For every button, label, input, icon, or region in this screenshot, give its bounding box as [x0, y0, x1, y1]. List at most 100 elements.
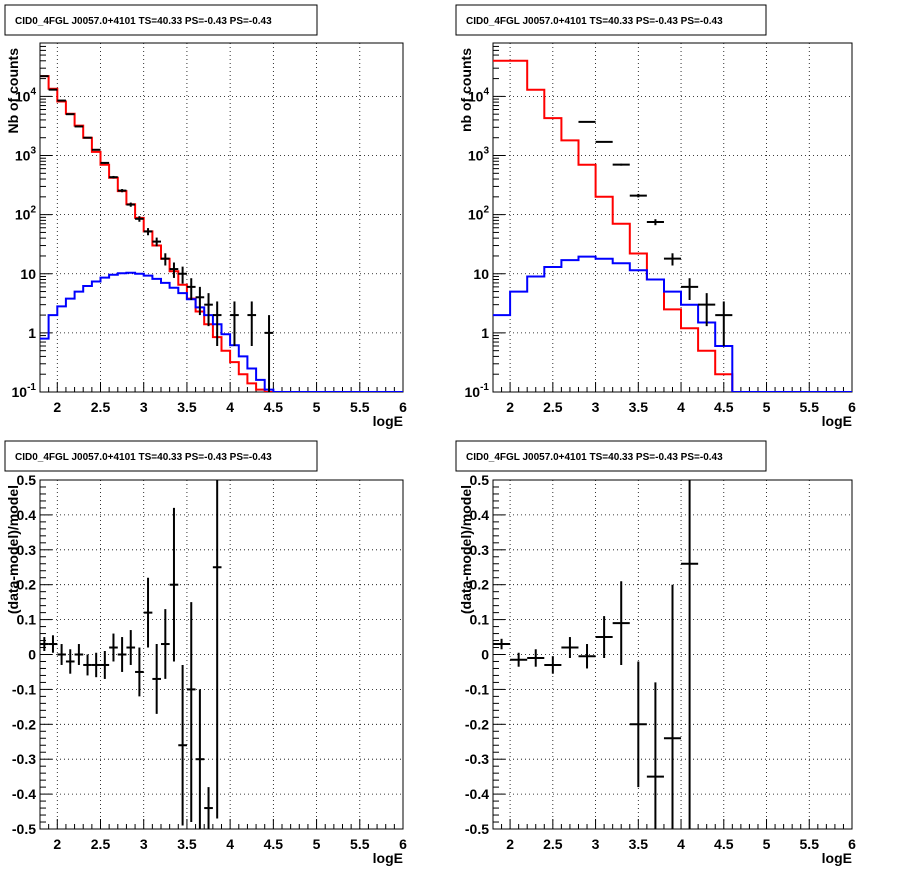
- data-point: [65, 113, 75, 116]
- y-tick-label: 10: [20, 266, 36, 282]
- data-point: [186, 602, 196, 823]
- y-axis-title: (data-model)/model: [458, 485, 474, 614]
- y-tick-label: 104: [15, 86, 37, 104]
- y-tick-label: 0.2: [470, 577, 490, 593]
- x-tick-label: 4.5: [714, 399, 734, 415]
- x-tick-label: 4.5: [264, 836, 284, 852]
- x-tick-label: 4: [677, 836, 685, 852]
- y-tick-label: 0.4: [470, 507, 490, 523]
- y-tick-label: 0.3: [470, 542, 490, 558]
- data-point: [230, 301, 239, 346]
- x-tick-label: 4: [226, 836, 234, 852]
- data-point: [595, 140, 613, 143]
- x-tick-label: 4: [226, 399, 234, 415]
- data-point: [152, 644, 161, 714]
- data-point: [100, 651, 110, 679]
- x-tick-label: 3: [592, 399, 600, 415]
- data-point: [663, 584, 682, 829]
- data-point: [57, 99, 66, 102]
- data-point: [117, 189, 127, 193]
- data-point: [612, 581, 630, 665]
- data-point: [40, 637, 49, 652]
- x-tick-label: 3.5: [177, 399, 197, 415]
- y-tick-label: -0.4: [12, 786, 36, 802]
- y-tick-label: -0.5: [465, 821, 489, 837]
- y-tick-label: 102: [15, 205, 37, 223]
- x-tick-label: 5: [763, 399, 771, 415]
- title-box: [4, 4, 318, 36]
- y-tick-label: 0.1: [17, 612, 37, 628]
- data-point: [681, 480, 699, 829]
- data-point: [143, 577, 153, 648]
- x-tick-label: 4: [677, 399, 685, 415]
- y-tick-label: -0.2: [12, 716, 36, 732]
- x-tick-label: 2.5: [543, 836, 563, 852]
- data-point: [152, 237, 161, 247]
- data-point: [143, 228, 153, 236]
- model-source-line: [493, 255, 852, 392]
- data-point: [195, 689, 205, 829]
- x-tick-label: 2: [53, 836, 61, 852]
- y-tick-label: 0.5: [17, 472, 37, 488]
- y-tick-label: -0.1: [465, 681, 489, 697]
- x-axis-title: logE: [822, 850, 852, 866]
- data-point: [698, 293, 716, 327]
- y-axis-title: (data-model)/model: [5, 485, 21, 614]
- model-total-line: [493, 59, 852, 392]
- x-tick-label: 4.5: [714, 836, 734, 852]
- x-tick-label: 2.5: [91, 399, 111, 415]
- x-tick-label: 2: [506, 399, 514, 415]
- data-point: [135, 647, 144, 697]
- data-point: [57, 644, 66, 665]
- y-tick-label: 104: [468, 86, 490, 104]
- data-point: [126, 202, 136, 207]
- y-tick-label: 0.5: [470, 472, 490, 488]
- x-tick-label: 5.5: [350, 399, 370, 415]
- x-tick-label: 3: [140, 399, 148, 415]
- data-point: [83, 136, 92, 139]
- x-tick-label: 5: [763, 836, 771, 852]
- data-point: [493, 638, 511, 650]
- data-point: [178, 266, 187, 284]
- y-tick-label: 10-1: [12, 382, 37, 400]
- data-point: [212, 480, 222, 819]
- y-tick-label: 10-1: [465, 382, 490, 400]
- data-point: [212, 301, 222, 346]
- data-point: [264, 315, 274, 392]
- y-tick-label: -0.1: [12, 681, 36, 697]
- data-point: [135, 216, 144, 222]
- data-point: [646, 219, 664, 226]
- data-point: [646, 682, 664, 829]
- data-point: [100, 161, 110, 164]
- data-point: [161, 253, 170, 266]
- data-point: [91, 652, 101, 678]
- data-point: [204, 787, 213, 829]
- residual-panel-left: CID0_4FGL J0057.0+4101 TS=40.33 PS=-0.43…: [4, 440, 407, 866]
- x-tick-label: 4.5: [264, 399, 284, 415]
- data-point: [169, 262, 179, 278]
- chart-title: CID0_4FGL J0057.0+4101 TS=40.33 PS=-0.43…: [15, 16, 272, 27]
- y-tick-label: -0.2: [465, 716, 489, 732]
- x-tick-label: 2.5: [543, 399, 563, 415]
- x-tick-label: 3.5: [177, 836, 197, 852]
- x-tick-label: 3: [592, 836, 600, 852]
- data-point: [247, 301, 257, 346]
- x-tick-label: 5.5: [350, 836, 370, 852]
- y-tick-label: 0.4: [17, 507, 37, 523]
- chart-title: CID0_4FGL J0057.0+4101 TS=40.33 PS=-0.43…: [466, 16, 723, 27]
- y-tick-label: 103: [468, 146, 490, 164]
- data-point: [629, 661, 647, 788]
- y-tick-label: 0: [481, 647, 489, 663]
- x-tick-label: 5.5: [800, 836, 820, 852]
- data-point: [681, 278, 699, 300]
- plot-frame: [492, 42, 853, 393]
- plot-area: [40, 75, 403, 392]
- data-point: [204, 293, 213, 327]
- x-tick-label: 5: [313, 836, 321, 852]
- y-tick-label: 0: [28, 647, 36, 663]
- data-point: [195, 286, 205, 316]
- title-box: [455, 440, 767, 472]
- plot-area: [493, 59, 852, 392]
- x-tick-label: 3.5: [629, 399, 649, 415]
